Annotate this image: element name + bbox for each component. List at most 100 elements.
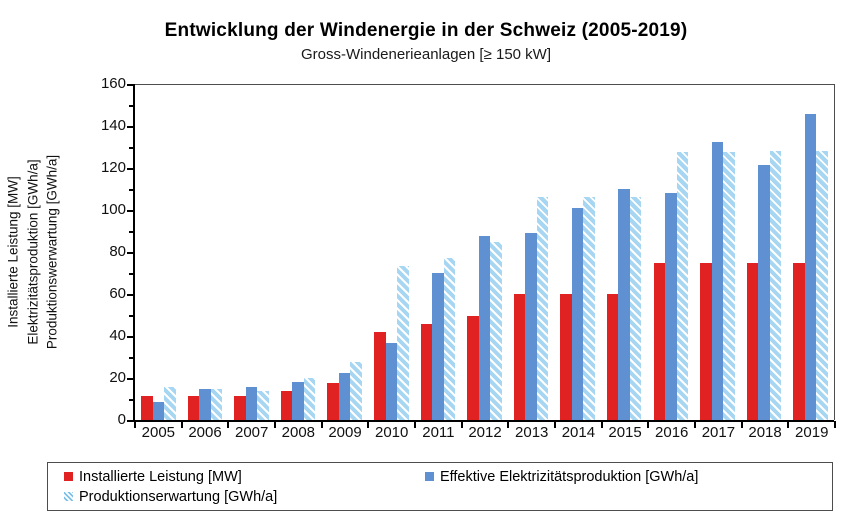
y-minor-tick (129, 231, 134, 233)
x-tick-label-2006: 2006 (188, 424, 222, 441)
y-tick-label-0: 0 (117, 411, 126, 428)
bar-2013-series1 (525, 233, 537, 420)
x-tick (274, 421, 276, 428)
y-axis-label-line-0: Installierte Leistung [MW] (5, 176, 21, 328)
bar-2010-series2 (397, 265, 409, 420)
bar-2011-series2 (443, 258, 456, 420)
bar-2010-series1 (385, 343, 398, 420)
bar-group-2006 (182, 85, 229, 420)
y-tick-label-120: 120 (100, 159, 126, 176)
y-tick-label-80: 80 (109, 243, 126, 260)
bar-2015-series2 (629, 197, 642, 420)
x-tick (367, 421, 370, 428)
bar-group-2012 (461, 85, 508, 420)
y-tick-label-140: 140 (100, 117, 126, 134)
chart-title: Entwicklung der Windenergie in der Schwe… (164, 20, 688, 41)
bar-group-2008 (275, 85, 322, 420)
bar-group-2016 (648, 85, 695, 420)
x-tick (647, 421, 650, 428)
bar-2015-series1 (618, 189, 630, 420)
bar-group-2014 (554, 85, 601, 420)
x-tick (834, 421, 836, 428)
y-minor-tick (129, 399, 134, 401)
bar-group-2013 (508, 85, 555, 420)
bar-2009-series1 (338, 372, 351, 420)
bar-2014-series0 (560, 294, 572, 420)
bar-2009-series2 (350, 362, 362, 420)
legend-label: Installierte Leistung [MW] (79, 468, 242, 485)
y-axis-label-lines: Installierte Leistung [MW] Elektrizitätsp… (4, 155, 63, 349)
bar-groups (135, 85, 834, 420)
x-tick (414, 421, 416, 428)
bar-2014-series2 (583, 197, 595, 420)
y-major-tick (127, 168, 135, 170)
bar-2019-series1 (804, 114, 817, 420)
y-major-tick (127, 378, 135, 380)
plot-area (127, 84, 836, 428)
x-axis-line (133, 420, 834, 422)
x-tick-label-2011: 2011 (422, 424, 455, 441)
x-tick (180, 421, 183, 428)
bar-2011-series0 (420, 324, 433, 420)
legend-marker-icon (64, 472, 73, 481)
bar-group-2015 (601, 85, 648, 420)
legend-marker-icon (424, 472, 434, 481)
bar-2016-series2 (676, 152, 689, 420)
y-major-tick (127, 84, 135, 86)
x-tick-label-2016: 2016 (655, 424, 689, 441)
bar-2006-series0 (187, 395, 200, 420)
x-tick (134, 421, 136, 428)
bar-2018-series1 (758, 164, 770, 420)
y-major-tick (127, 126, 135, 128)
bar-2016-series0 (653, 262, 666, 420)
y-minor-tick (129, 147, 134, 149)
x-tick-label-2007: 2007 (234, 424, 269, 441)
legend-item-series0: Installierte Leistung [MW] (64, 467, 425, 486)
bar-2007-series0 (234, 395, 246, 420)
x-tick (554, 421, 556, 428)
y-axis-label: Installierte Leistung [MW] Elektrizitätsp… (2, 84, 64, 420)
bar-2019-series0 (793, 262, 805, 420)
y-major-tick (127, 420, 135, 422)
x-tick-label-2012: 2012 (468, 424, 502, 441)
x-tick-label-2009: 2009 (328, 424, 362, 441)
y-axis-line (133, 85, 135, 420)
bar-2012-series2 (490, 241, 502, 420)
bar-2018-series0 (746, 262, 759, 420)
bar-2005-series0 (141, 395, 153, 420)
legend-box: Installierte Leistung [MW] Effektive Elek… (47, 462, 833, 511)
y-minor-tick (129, 315, 134, 317)
x-tick (320, 421, 323, 428)
bar-group-2010 (368, 85, 415, 420)
y-minor-tick (129, 189, 134, 191)
x-tick-label-2019: 2019 (795, 424, 829, 441)
bar-2009-series0 (327, 383, 339, 420)
x-tick (740, 421, 743, 428)
bar-2008-series1 (292, 382, 304, 420)
bar-2011-series1 (432, 273, 444, 420)
y-tick-label-160: 160 (100, 75, 126, 92)
x-tick (507, 421, 510, 428)
bar-group-2009 (321, 85, 368, 420)
x-tick-label-2010: 2010 (375, 424, 409, 441)
x-tick-label-2018: 2018 (748, 424, 782, 441)
x-tick (600, 421, 603, 428)
bar-group-2019 (787, 85, 834, 420)
y-axis-tick-labels: 0 20 40 60 80 100 120 140 160 (78, 76, 126, 428)
y-axis-label-line-1: Elektrizitätsproduktion [GWh/a] (25, 159, 41, 345)
bar-2006-series1 (199, 388, 211, 420)
bar-2015-series0 (606, 294, 619, 420)
bar-group-2005 (135, 85, 182, 420)
chart-subtitle: Gross-Windenerieanlagen [≥ 150 kW] (300, 46, 551, 63)
y-major-tick (127, 294, 135, 296)
x-tick-label-2005: 2005 (141, 424, 176, 441)
legend-label: Produktionserwartung [GWh/a] (79, 488, 278, 505)
bar-2007-series1 (245, 387, 258, 420)
bar-2014-series1 (571, 207, 584, 420)
y-axis-label-line-2: Produktionswerwartung [GWh/a] (44, 154, 60, 350)
legend-marker-icon (64, 492, 73, 501)
y-tick-label-20: 20 (109, 369, 126, 386)
bar-2006-series2 (210, 388, 223, 420)
bar-2008-series0 (280, 390, 293, 420)
